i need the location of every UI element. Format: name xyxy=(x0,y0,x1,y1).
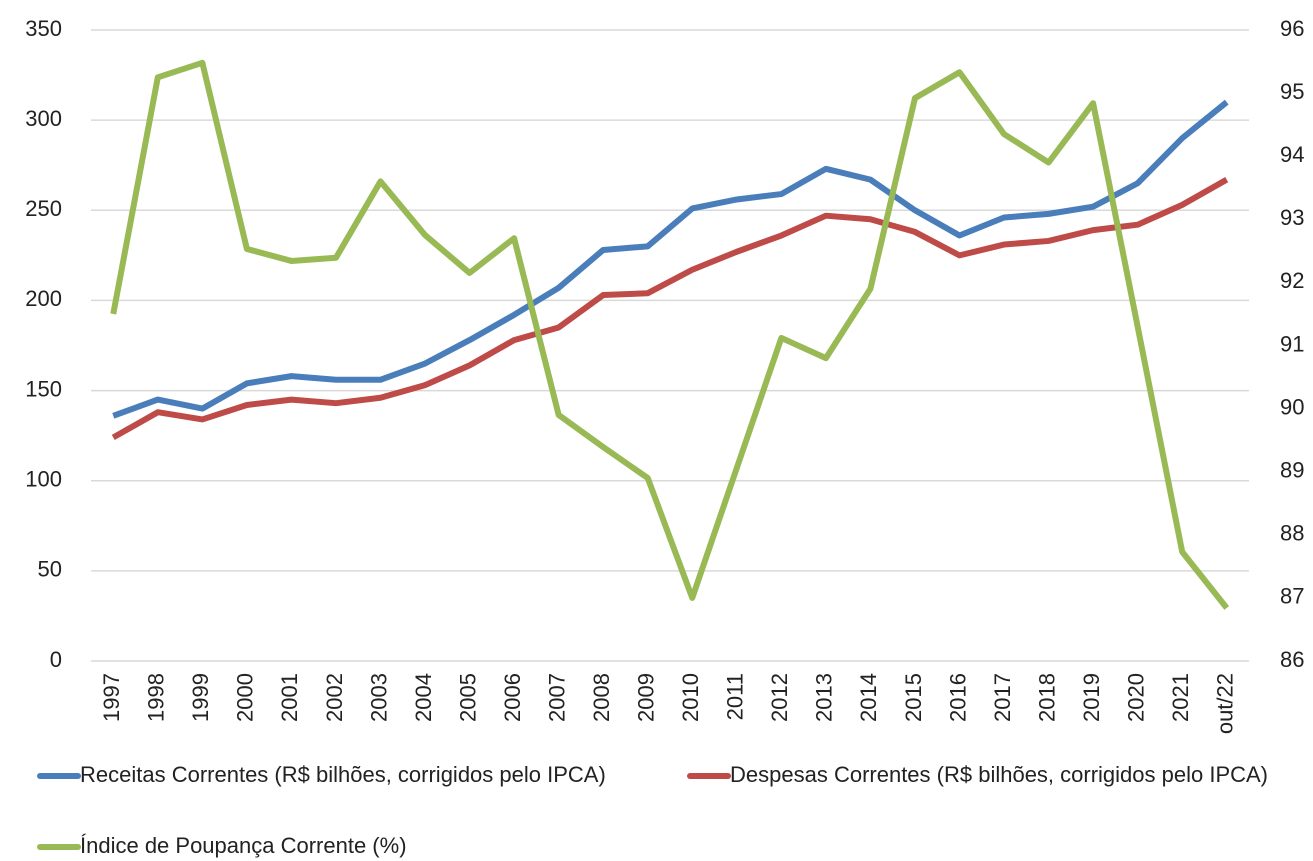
y2-tick-label: 91 xyxy=(1280,331,1304,356)
legend-label: Despesas Correntes (R$ bilhões, corrigid… xyxy=(730,762,1268,787)
series-line xyxy=(110,59,1230,610)
x-tick-label: 2016 xyxy=(945,673,970,722)
x-tick-label: 2013 xyxy=(812,673,837,722)
y-tick-label: 100 xyxy=(25,467,62,492)
x-tick-label: 2010 xyxy=(678,673,703,722)
y2-tick-label: 89 xyxy=(1280,458,1304,483)
y2-tick-label: 95 xyxy=(1280,79,1304,104)
series-line xyxy=(111,177,1229,441)
x-tick-label: 1999 xyxy=(188,673,213,722)
x-tick-label: 2014 xyxy=(856,673,881,722)
x-tick-label: 2018 xyxy=(1034,673,1059,722)
y2-tick-label: 96 xyxy=(1280,16,1304,41)
x-tick-label: 2008 xyxy=(589,673,614,722)
x-tick-label: 2001 xyxy=(277,673,302,722)
x-tick-label: 2017 xyxy=(990,673,1015,722)
x-tick-label: out/22 xyxy=(1213,673,1238,734)
y-tick-label: 200 xyxy=(25,286,62,311)
y-tick-label: 350 xyxy=(25,16,62,41)
x-tick-label: 2020 xyxy=(1123,673,1148,722)
y2-tick-label: 90 xyxy=(1280,394,1304,419)
x-tick-label: 2019 xyxy=(1079,673,1104,722)
x-tick-label: 1998 xyxy=(144,673,169,722)
x-tick-label: 2005 xyxy=(455,673,480,722)
y2-tick-label: 93 xyxy=(1280,205,1304,230)
y-tick-label: 150 xyxy=(25,376,62,401)
y2-tick-label: 92 xyxy=(1280,268,1304,293)
x-tick-label: 2015 xyxy=(901,673,926,722)
y2-tick-label: 86 xyxy=(1280,647,1304,672)
y-tick-label: 0 xyxy=(50,647,62,672)
y2-tick-label: 88 xyxy=(1280,521,1304,546)
x-tick-label: 2006 xyxy=(500,673,525,722)
legend-label: Índice de Poupança Corrente (%) xyxy=(80,833,407,858)
y2-tick-label: 87 xyxy=(1280,584,1304,609)
x-tick-label: 2012 xyxy=(767,673,792,722)
x-tick-label: 2009 xyxy=(634,673,659,722)
y-tick-label: 250 xyxy=(25,196,62,221)
series-line xyxy=(112,99,1229,419)
y-tick-label: 300 xyxy=(25,106,62,131)
x-tick-label: 1997 xyxy=(99,673,124,722)
x-tick-label: 2021 xyxy=(1168,673,1193,722)
y2-tick-label: 94 xyxy=(1280,142,1304,167)
x-tick-label: 2000 xyxy=(233,673,258,722)
x-tick-label: 2002 xyxy=(322,673,347,722)
legend-label: Receitas Correntes (R$ bilhões, corrigid… xyxy=(80,762,606,787)
x-tick-label: 2003 xyxy=(366,673,391,722)
x-tick-label: 2011 xyxy=(723,673,748,720)
x-tick-label: 2007 xyxy=(544,673,569,722)
y-tick-label: 50 xyxy=(38,557,62,582)
x-tick-label: 2004 xyxy=(411,673,436,722)
